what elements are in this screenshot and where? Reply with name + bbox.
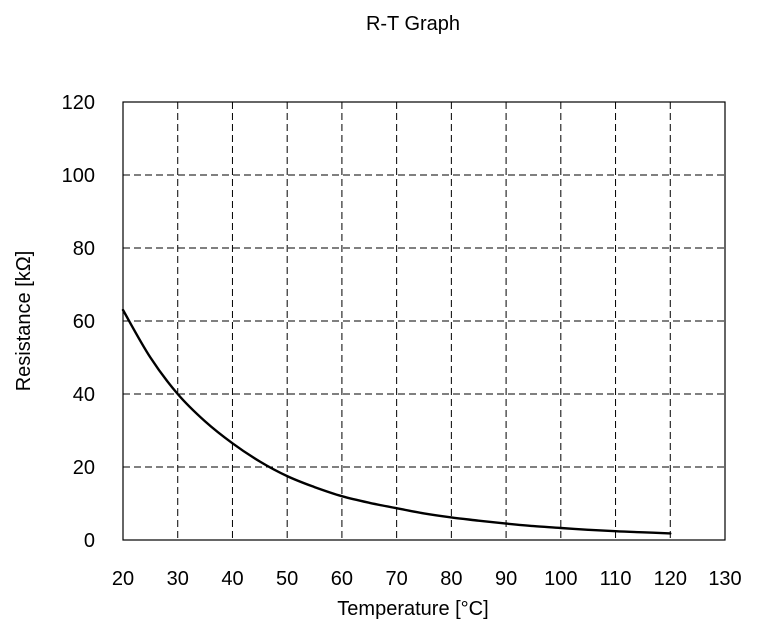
x-tick-label: 20 xyxy=(112,568,134,590)
x-tick-label: 130 xyxy=(708,568,741,590)
x-tick-labels: 20 30 40 50 60 70 80 90 100 110 120 130 xyxy=(112,568,742,590)
y-axis-label: Resistance [kΩ] xyxy=(13,251,35,392)
grid-lines xyxy=(123,102,725,540)
x-tick-label: 70 xyxy=(386,568,408,590)
x-axis-label: Temperature [°C] xyxy=(337,598,488,620)
x-tick-label: 90 xyxy=(495,568,517,590)
y-tick-label: 100 xyxy=(62,165,95,187)
x-tick-label: 110 xyxy=(600,568,632,590)
y-tick-label: 40 xyxy=(73,384,95,406)
y-tick-label: 0 xyxy=(84,530,95,552)
x-tick-label: 120 xyxy=(654,568,687,590)
series-line-0 xyxy=(121,308,672,535)
y-tick-label: 20 xyxy=(73,457,95,479)
chart-title: R-T Graph xyxy=(366,13,460,35)
y-tick-label: 60 xyxy=(73,311,95,333)
x-tick-label: 100 xyxy=(544,568,577,590)
x-tick-label: 30 xyxy=(167,568,189,590)
y-tick-labels: 0 20 40 60 80 100 120 xyxy=(62,92,95,552)
plot-frame xyxy=(122,101,726,541)
y-tick-label: 80 xyxy=(73,238,95,260)
x-tick-label: 40 xyxy=(221,568,243,590)
x-tick-label: 50 xyxy=(276,568,298,590)
x-tick-label: 80 xyxy=(440,568,462,590)
x-tick-label: 60 xyxy=(331,568,353,590)
y-tick-label: 120 xyxy=(62,92,95,114)
series-group xyxy=(121,308,672,535)
